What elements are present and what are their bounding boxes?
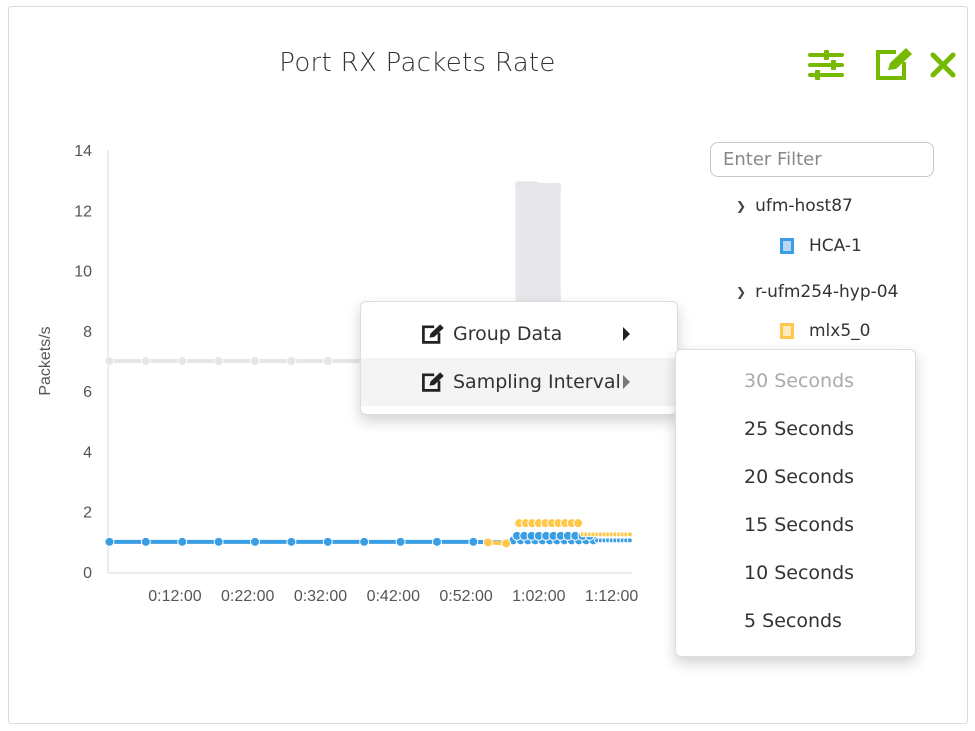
x-tick-label: 1:02:00 (512, 588, 565, 605)
submenu-arrow-icon (623, 375, 630, 389)
edit-icon (422, 324, 444, 344)
data-point (250, 536, 261, 547)
chevron-down-icon: ❯ (736, 285, 747, 299)
edit-icon (876, 48, 912, 80)
x-tick-label: 0:32:00 (294, 588, 347, 605)
data-point (501, 538, 512, 549)
legend-group-label: ufm-host87 (755, 196, 853, 216)
data-point (213, 356, 224, 366)
y-tick-label: 2 (83, 505, 92, 522)
x-tick-label: 0:12:00 (148, 588, 201, 605)
submenu-arrow-icon (623, 327, 630, 341)
legend-group-label: r-ufm254-hyp-04 (755, 282, 899, 302)
series-swatch (780, 238, 794, 254)
data-point (177, 356, 188, 366)
edit-icon (422, 372, 444, 392)
spike-bar (541, 186, 548, 307)
data-point (554, 182, 562, 190)
spike-bar (528, 184, 535, 307)
y-tick-label: 4 (83, 444, 92, 461)
submenu-item-15-seconds[interactable]: 15 Seconds (744, 514, 855, 536)
y-tick-label: 6 (83, 384, 92, 401)
edit-button[interactable] (874, 46, 914, 86)
spike-bar (524, 184, 531, 307)
data-point (104, 536, 115, 547)
data-point (213, 536, 224, 547)
submenu-item-20-seconds[interactable]: 20 Seconds (744, 466, 855, 488)
widget-title: Port RX Packets Rate (279, 48, 556, 78)
series-HCA-1 (104, 530, 633, 548)
y-axis-label: Packets/s (37, 326, 54, 395)
spike-bar (550, 186, 557, 307)
sliders-icon (808, 50, 844, 80)
data-point (104, 356, 115, 366)
spike-bar (532, 184, 539, 307)
data-point (250, 356, 261, 366)
settings-button[interactable] (808, 50, 844, 84)
legend-item-mlx5-0[interactable]: mlx5_0 (780, 321, 870, 341)
data-point (140, 356, 151, 366)
legend-item-label: HCA-1 (809, 236, 862, 256)
menu-item-label: Sampling Interval (453, 371, 621, 393)
chevron-down-icon: ❯ (736, 199, 747, 213)
series-swatch (780, 323, 794, 339)
sampling-interval-submenu: 30 Seconds 25 Seconds 20 Seconds 15 Seco… (675, 349, 916, 657)
data-point (468, 536, 479, 547)
y-tick-label: 14 (74, 143, 92, 160)
spike-bar (546, 186, 553, 307)
close-icon (930, 52, 956, 78)
spike-bar (554, 186, 561, 307)
spike-bar (537, 186, 544, 307)
menu-item-sampling-interval[interactable]: Sampling Interval (361, 358, 677, 406)
data-point (359, 536, 370, 547)
data-point (177, 536, 188, 547)
data-point (626, 531, 633, 538)
submenu-item-25-seconds[interactable]: 25 Seconds (744, 418, 855, 440)
context-menu: Group Data Sampling Interval (360, 301, 678, 415)
close-button[interactable] (930, 52, 956, 82)
x-tick-label: 1:12:00 (585, 588, 638, 605)
submenu-item-10-seconds[interactable]: 10 Seconds (744, 562, 855, 584)
data-point (626, 537, 633, 544)
series-line (109, 539, 507, 545)
x-tick-label: 0:52:00 (439, 588, 492, 605)
data-point (482, 537, 493, 548)
data-point (322, 536, 333, 547)
data-point (431, 536, 442, 547)
legend-filter-input[interactable] (710, 142, 934, 177)
y-tick-label: 0 (83, 565, 92, 582)
x-tick-label: 0:22:00 (221, 588, 274, 605)
data-point (322, 356, 333, 366)
menu-item-group-data[interactable]: Group Data (361, 310, 677, 358)
spike-bar (515, 184, 522, 307)
y-tick-label: 12 (74, 203, 92, 220)
menu-item-label: Group Data (453, 323, 563, 345)
legend-group-ufm-host87[interactable]: ❯ ufm-host87 (736, 196, 853, 216)
legend-item-label: mlx5_0 (809, 321, 871, 341)
x-tick-label: 0:42:00 (367, 588, 420, 605)
legend-item-hca-1[interactable]: HCA-1 (780, 236, 862, 256)
data-point (140, 536, 151, 547)
data-point (573, 518, 584, 529)
submenu-item-5-seconds[interactable]: 5 Seconds (744, 610, 842, 632)
data-point (286, 536, 297, 547)
series-mlx5_0 (482, 518, 633, 549)
y-tick-label: 10 (74, 264, 92, 281)
data-point (395, 536, 406, 547)
spike-bar (519, 184, 526, 307)
legend-group-r-ufm254-hyp-04[interactable]: ❯ r-ufm254-hyp-04 (736, 282, 898, 302)
y-tick-label: 8 (83, 324, 92, 341)
data-point (286, 356, 297, 366)
submenu-item-30-seconds: 30 Seconds (744, 370, 855, 392)
